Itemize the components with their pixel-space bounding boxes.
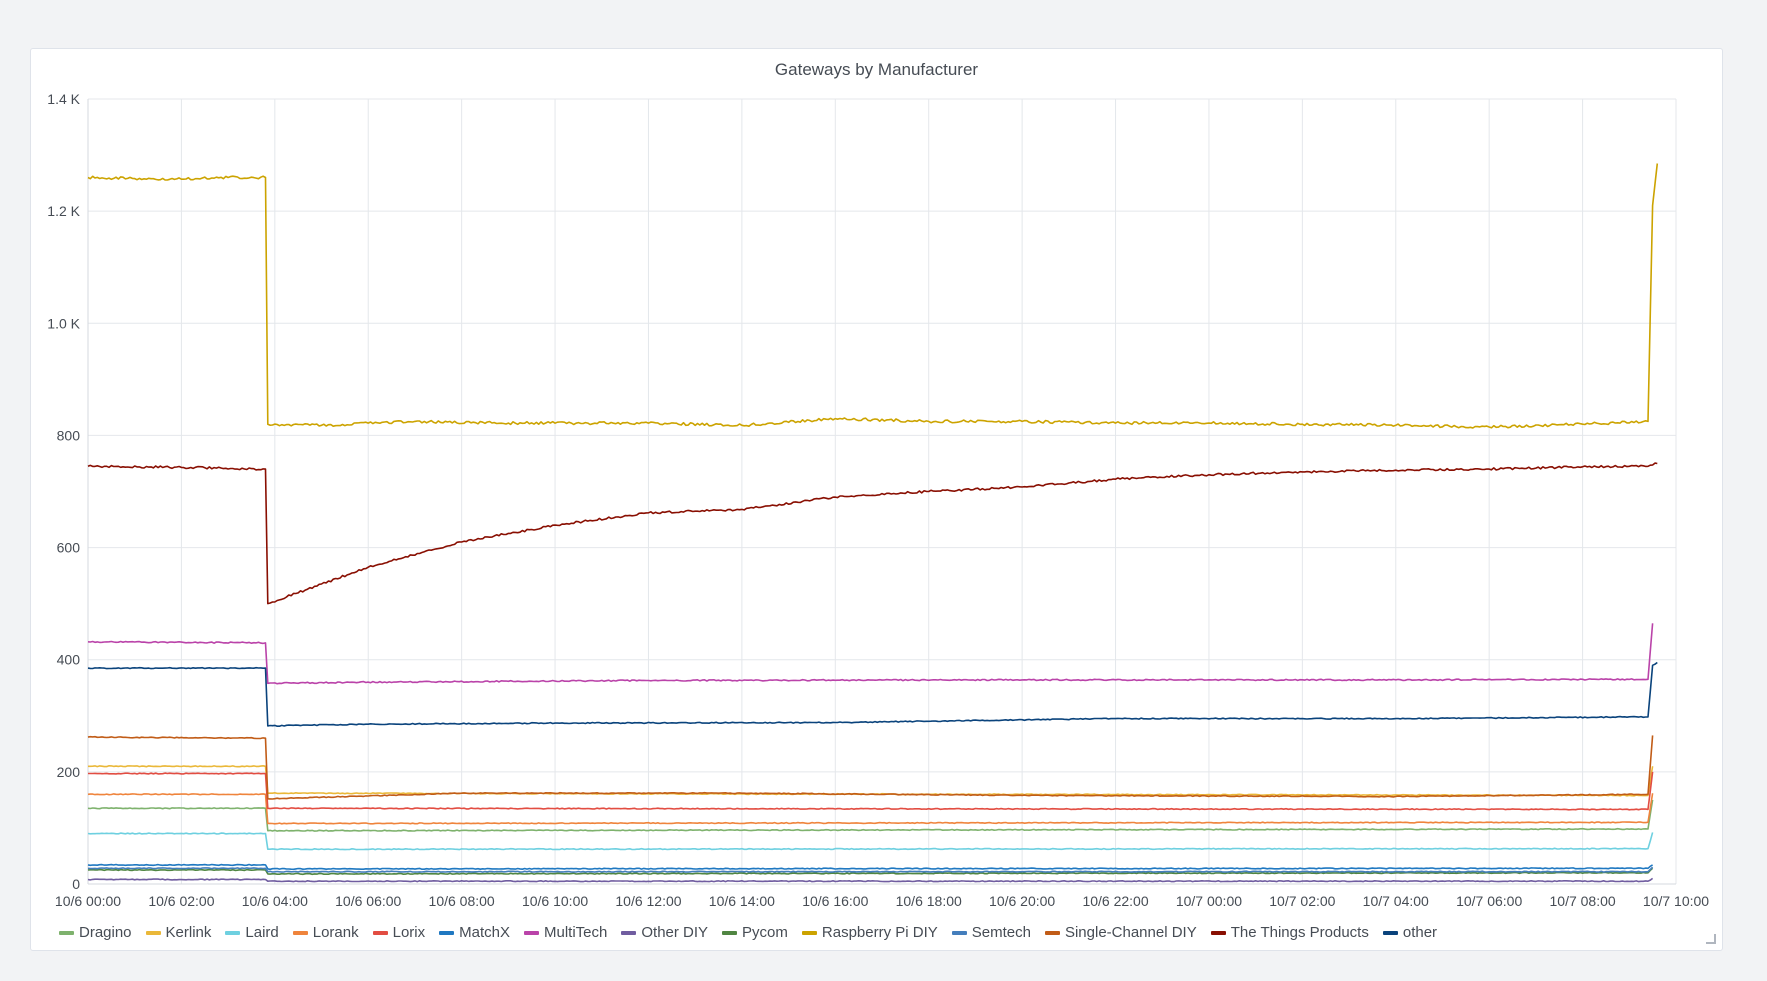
x-tick-label: 10/6 22:00 (1082, 893, 1148, 909)
legend-swatch (1210, 930, 1226, 935)
x-tick-label: 10/7 10:00 (1643, 893, 1709, 909)
y-tick-label: 200 (57, 764, 81, 780)
legend-swatch (59, 930, 74, 935)
legend-label: Pycom (742, 924, 788, 941)
series-line-pycom (87, 867, 1654, 876)
legend-item[interactable]: Lorix (372, 924, 426, 941)
y-tick-label: 400 (57, 652, 81, 668)
y-tick-label: 0 (72, 876, 80, 892)
legend-label: MultiTech (544, 924, 608, 941)
graph-panel: Gateways by Manufacturer 0 200 400 600 800 1.… (30, 48, 1723, 951)
series-line-single-channel-diy (87, 735, 1654, 800)
legend-label: Semtech (971, 924, 1031, 941)
x-tick-label: 10/6 06:00 (335, 893, 401, 909)
series-line-kerlink (88, 764, 1654, 797)
legend-swatch (722, 930, 738, 935)
series-line-laird (87, 832, 1654, 851)
legend-item[interactable]: Dragino (59, 924, 132, 941)
series-line-other (87, 661, 1658, 728)
y-tick-label: 1.2 K (47, 203, 80, 219)
legend-item[interactable]: Kerlink (145, 924, 212, 941)
legend-item[interactable]: MatchX (439, 924, 510, 941)
legend-label: Kerlink (165, 924, 212, 941)
legend-swatch (1382, 930, 1398, 935)
series-line-the-things-products (87, 462, 1658, 605)
legend-swatch (225, 930, 241, 935)
x-tick-label: 10/6 20:00 (989, 893, 1055, 909)
resize-handle[interactable] (1706, 934, 1716, 944)
legend-item[interactable]: The Things Products (1210, 924, 1369, 941)
legend-item[interactable]: Pycom (722, 924, 788, 941)
series-line-semtech (87, 866, 1654, 873)
legend-swatch (524, 930, 539, 935)
legend-swatch (439, 930, 455, 935)
y-tick-label: 600 (57, 540, 81, 556)
y-tick-label: 800 (57, 427, 81, 443)
x-tick-label: 10/6 16:00 (802, 893, 868, 909)
line-chart: 0 200 400 600 800 1.0 K 1.2 K 1.4 K 10/6 00:00 10… (47, 91, 1709, 909)
legend-label: Other DIY (641, 924, 709, 941)
x-tick-label: 10/7 04:00 (1363, 893, 1429, 909)
legend-swatch (292, 930, 308, 935)
legend-swatch (801, 930, 817, 935)
series-line-matchx (87, 863, 1654, 871)
legend-item[interactable]: MultiTech (524, 924, 607, 941)
legend-label: Dragino (79, 924, 132, 941)
legend-label: The Things Products (1230, 924, 1369, 941)
legend-swatch (951, 930, 967, 935)
panel-title[interactable]: Gateways by Manufacturer (774, 60, 979, 79)
legend-swatch (1044, 930, 1060, 935)
series-line-lorank (87, 793, 1654, 825)
legend-label: Lorank (312, 924, 359, 941)
x-tick-label: 10/7 02:00 (1269, 893, 1335, 909)
x-tick-label: 10/6 12:00 (615, 893, 681, 909)
x-tick-label: 10/7 06:00 (1456, 893, 1522, 909)
series-line-dragino (87, 799, 1654, 832)
legend-item[interactable]: Other DIY (621, 924, 708, 941)
series-line-raspberry-pi-diy (87, 163, 1659, 429)
y-tick-label: 1.0 K (47, 315, 80, 331)
x-tick-label: 10/6 14:00 (709, 893, 775, 909)
legend-item[interactable]: Semtech (951, 924, 1031, 941)
series-line-lorix (88, 771, 1654, 811)
legend-item[interactable]: Single-Channel DIY (1044, 924, 1197, 941)
legend: Dragino Kerlink Laird Lorank Lorix MatchX Mult… (59, 924, 1451, 941)
legend-item[interactable]: Lorank (292, 924, 359, 941)
legend-label: MatchX (459, 924, 510, 941)
legend-label: other (1402, 924, 1438, 941)
x-tick-label: 10/6 04:00 (242, 893, 308, 909)
legend-swatch (145, 930, 161, 935)
legend-label: Lorix (392, 924, 426, 941)
legend-label: Single-Channel DIY (1064, 924, 1197, 941)
x-tick-label: 10/6 08:00 (429, 893, 495, 909)
legend-label: Laird (245, 924, 279, 941)
y-tick-label: 1.4 K (47, 91, 80, 107)
series-line-multitech (87, 623, 1654, 685)
x-tick-label: 10/6 02:00 (148, 893, 214, 909)
x-tick-label: 10/6 00:00 (55, 893, 121, 909)
x-tick-label: 10/6 18:00 (896, 893, 962, 909)
legend-item[interactable]: other (1382, 924, 1438, 941)
x-tick-label: 10/7 08:00 (1550, 893, 1616, 909)
x-tick-label: 10/7 00:00 (1176, 893, 1242, 909)
x-tick-label: 10/6 10:00 (522, 893, 588, 909)
legend-label: Raspberry Pi DIY (821, 924, 938, 941)
legend-swatch (372, 930, 388, 935)
legend-item[interactable]: Raspberry Pi DIY (801, 924, 938, 941)
legend-item[interactable]: Laird (225, 924, 279, 941)
legend-swatch (621, 930, 637, 935)
series-line-other-diy (87, 877, 1654, 883)
